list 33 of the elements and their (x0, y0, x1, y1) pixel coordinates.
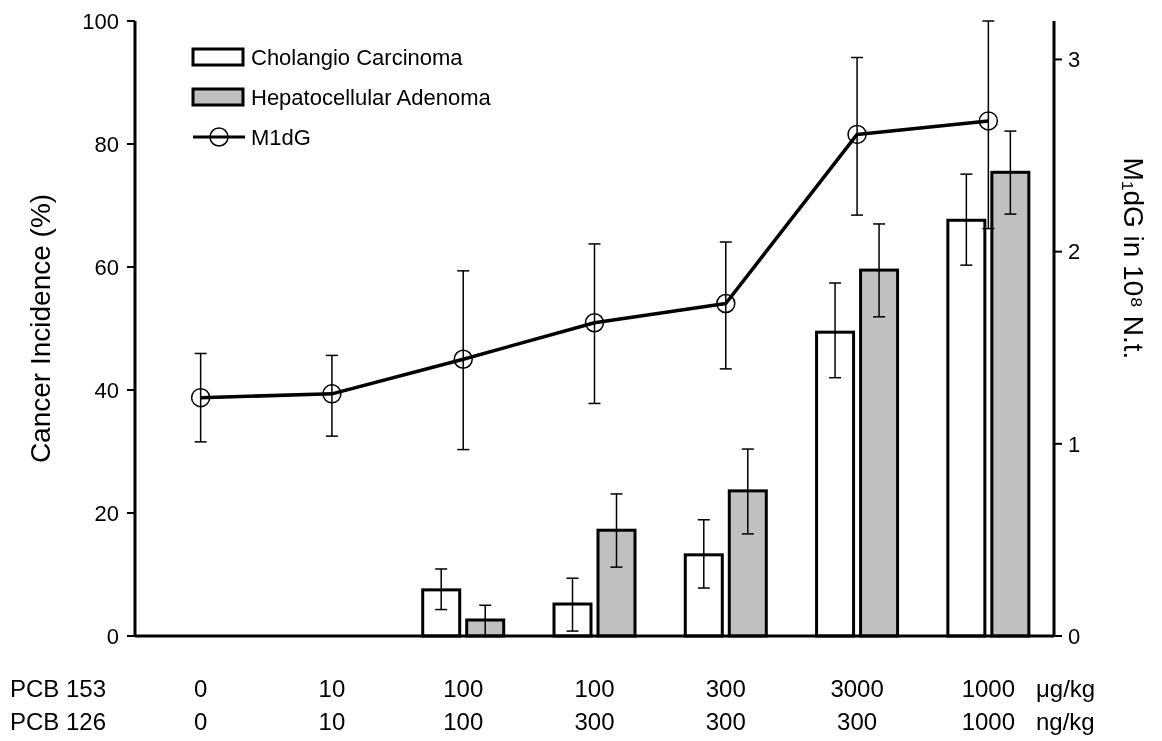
point (453, 349, 473, 369)
y-tick-label: 80 (94, 131, 119, 157)
x-tick-label: 100 300 (574, 675, 615, 735)
text: ng/kg (1036, 708, 1095, 735)
x-tick-label: 1000 1000 (961, 675, 1016, 735)
y2-tick-label: 3 (1068, 47, 1081, 73)
y-tick-label: 60 (94, 254, 119, 280)
text: μg/kg (1036, 675, 1096, 702)
y-tick-label: 40 (94, 377, 119, 403)
y-tick-label: 0 (106, 623, 119, 649)
y2-tick-label: 0 (1068, 623, 1081, 649)
x-tick-label: 10 10 (318, 675, 346, 735)
point (584, 312, 605, 333)
legend-label: M1dG (251, 124, 311, 150)
y-tick-label: 20 (94, 500, 119, 526)
y-tick-label: 100 (82, 8, 119, 34)
point (847, 124, 867, 145)
x-tick-label: 100 100 (443, 675, 484, 735)
legend-label: Cholangio Carcinoma (251, 44, 464, 70)
point (978, 111, 999, 131)
text: PCB 126 (10, 708, 107, 735)
point (322, 384, 342, 404)
y-axis-title: Cancer Incidence (%) (25, 193, 56, 464)
text: PCB 153 (10, 675, 107, 702)
x-tick-label: 0 0 (193, 675, 208, 735)
legend-label: Hepatocellular Adenoma (251, 84, 492, 110)
y2-tick-label: 2 (1068, 239, 1081, 265)
y2-axis-title: M₁dG in 10⁸ N.t. (1118, 157, 1149, 360)
point (716, 293, 736, 314)
point (190, 387, 211, 408)
x-tick-label: 300 300 (705, 675, 746, 735)
x-tick-label: 3000 300 (830, 675, 884, 735)
y2-tick-label: 1 (1068, 431, 1081, 457)
